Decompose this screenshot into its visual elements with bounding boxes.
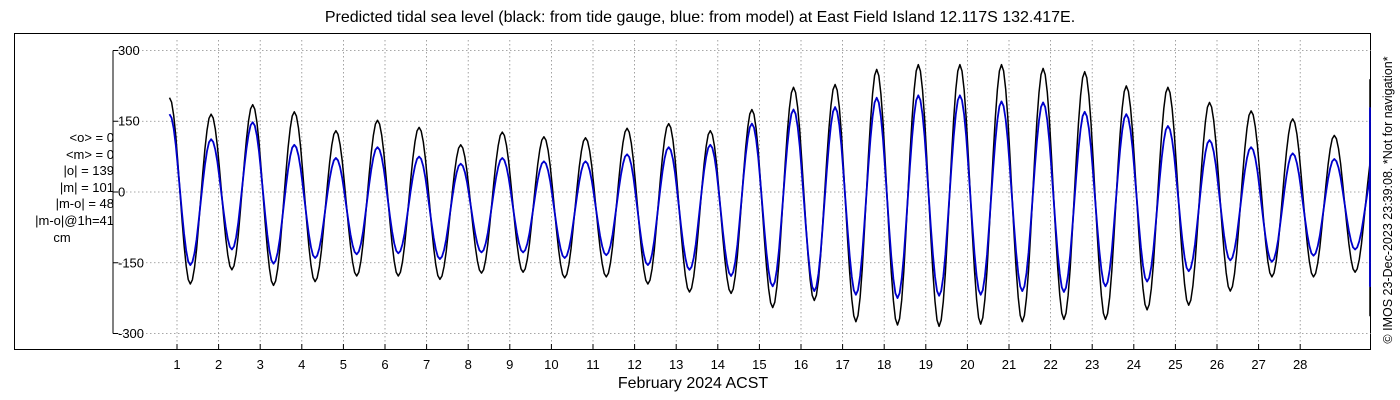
x-tick-label: 26 [1210, 357, 1224, 372]
y-tick-label: 150 [118, 114, 140, 129]
copyright-notice: © IMOS 23-Dec-2023 23:39:08. *Not for na… [1379, 8, 1397, 392]
series-line-tide-gauge [168, 63, 1371, 328]
x-tick-label: 22 [1043, 357, 1057, 372]
x-tick-label: 3 [257, 357, 264, 372]
x-tick-label: 15 [752, 357, 766, 372]
x-tick-label: 23 [1085, 357, 1099, 372]
x-tick-label: 25 [1168, 357, 1182, 372]
x-tick-label: 7 [423, 357, 430, 372]
x-tick-label: 14 [711, 357, 725, 372]
x-tick-label: 12 [627, 357, 641, 372]
x-tick-label: 17 [835, 357, 849, 372]
x-tick-label: 6 [381, 357, 388, 372]
x-tick-label: 2 [215, 357, 222, 372]
x-tick-label: 13 [669, 357, 683, 372]
x-tick-label: 10 [544, 357, 558, 372]
x-axis-label: February 2024 ACST [617, 375, 769, 392]
y-tick-label: 0 [118, 185, 125, 200]
stat-mean-observed: <o> = 0 [69, 130, 114, 145]
x-tick-label: 11 [586, 357, 600, 372]
x-tick-label: 5 [340, 357, 347, 372]
x-tick-label: 9 [506, 357, 513, 372]
statistics-panel: <o> = 0 <m> = 0 |o| = 139 |m| = 101 |m-o… [18, 130, 114, 246]
x-tick-label: 16 [794, 357, 808, 372]
x-tick-label: 28 [1293, 357, 1307, 372]
x-tick-label: 20 [960, 357, 974, 372]
y-tick-label: -300 [118, 326, 144, 341]
x-tick-label: 27 [1251, 357, 1265, 372]
series-line-model [168, 94, 1371, 300]
x-tick-label: 8 [465, 357, 472, 372]
x-tick-label: 19 [919, 357, 933, 372]
y-tick-label: -150 [118, 255, 144, 270]
stat-abs-model: |m| = 101 [59, 179, 114, 195]
stat-mean-model: <m> = 0 [65, 146, 114, 162]
x-tick-label: 1 [173, 357, 180, 372]
y-tick-label: 300 [118, 43, 140, 58]
stat-abs-observed: |o| = 139 [63, 163, 115, 179]
x-tick-label: 4 [298, 357, 305, 372]
x-tick-label: 21 [1002, 357, 1016, 372]
stat-unit: cm [53, 229, 71, 245]
stat-abs-difference: |m-o| = 48 [55, 196, 114, 212]
x-tick-label: 18 [877, 357, 891, 372]
chart-title: Predicted tidal sea level (black: from t… [324, 9, 1076, 26]
stat-abs-difference-1h: |m-o|@1h=41 [35, 212, 114, 228]
x-tick-label: 24 [1127, 357, 1141, 372]
copyright-text: © IMOS 23-Dec-2023 23:39:08. *Not for na… [1381, 56, 1395, 344]
